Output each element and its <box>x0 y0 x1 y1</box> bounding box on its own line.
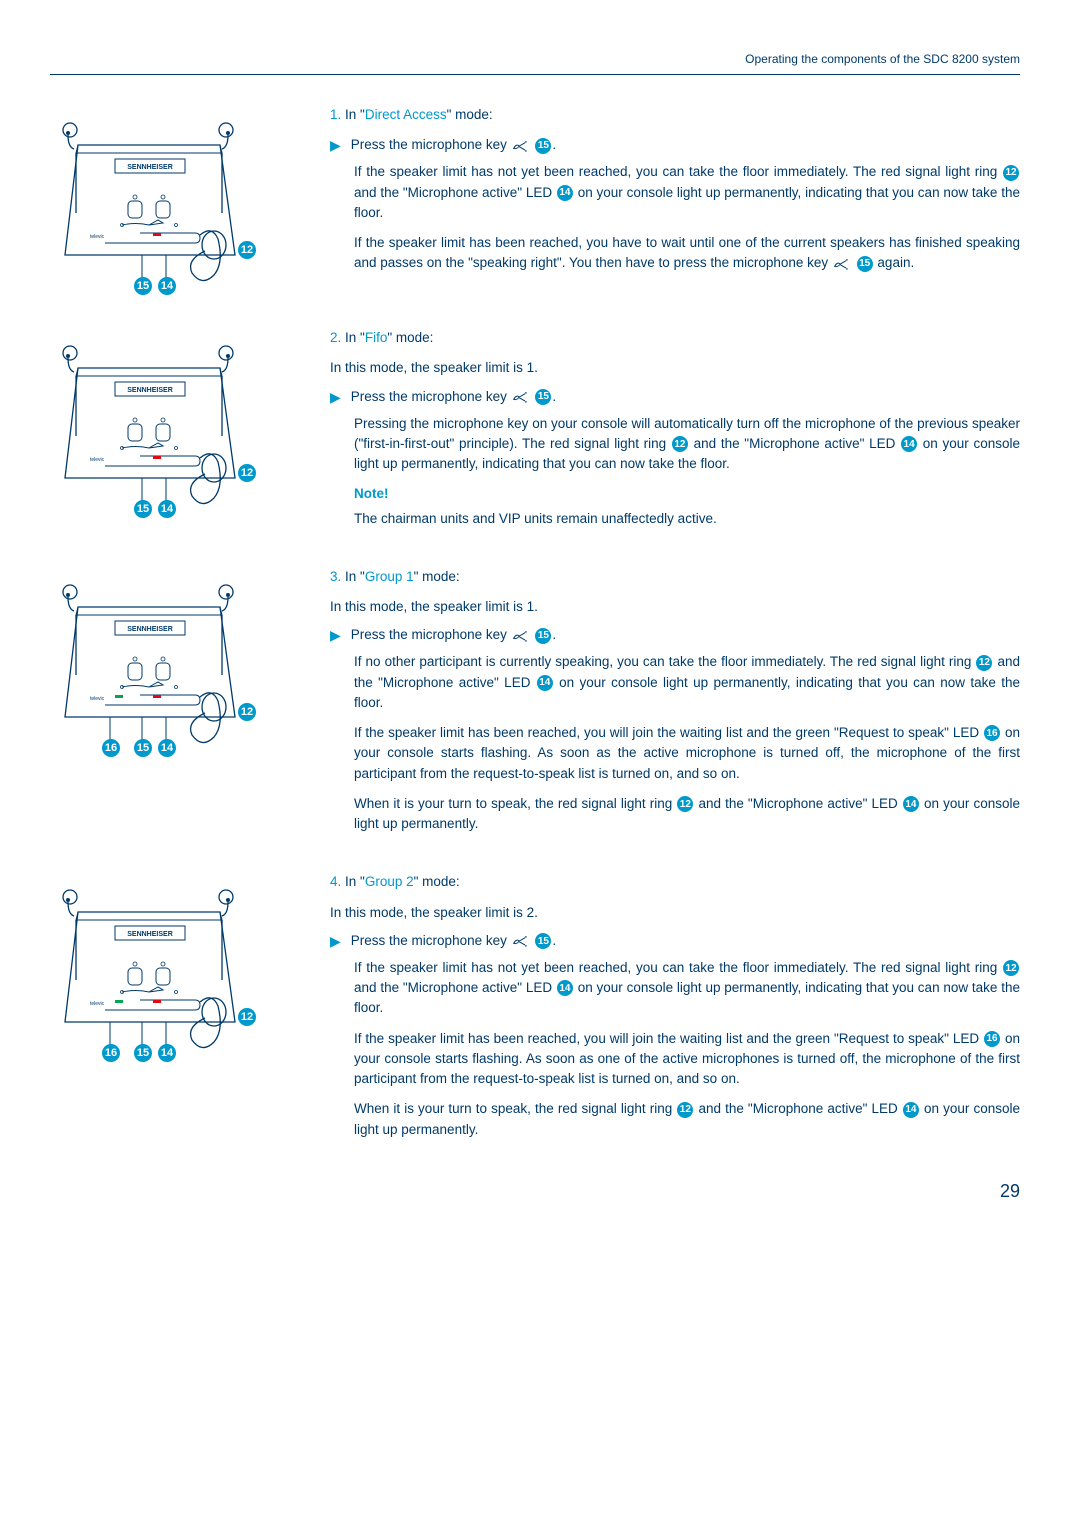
mode-heading: 1. In "Direct Access" mode: <box>330 105 1020 125</box>
svg-text:televic: televic <box>90 696 105 702</box>
intro-text: In this mode, the speaker limit is 1. <box>330 597 1020 617</box>
callout-14: 14 <box>158 739 176 757</box>
ref-14: 14 <box>901 436 917 452</box>
ref-12: 12 <box>1003 960 1019 976</box>
paragraph: When it is your turn to speak, the red s… <box>354 794 1020 835</box>
callout-12: 12 <box>238 241 256 259</box>
callout-15: 15 <box>134 277 152 295</box>
svg-text:televic: televic <box>90 457 105 463</box>
triangle-bullet: ▶ <box>330 135 341 156</box>
page-number: 29 <box>50 1178 1020 1205</box>
paragraph: If the speaker limit has been reached, y… <box>354 1029 1020 1090</box>
ref-16: 16 <box>984 1031 1000 1047</box>
console-diagram: SENNHEISER televic 12 14 15 <box>50 105 280 300</box>
callout-16: 16 <box>102 739 120 757</box>
note-body: The chairman units and VIP units remain … <box>354 509 1020 529</box>
svg-text:SENNHEISER: SENNHEISER <box>127 164 173 171</box>
ref-12: 12 <box>672 436 688 452</box>
ref-14: 14 <box>537 675 553 691</box>
page-header: Operating the components of the SDC 8200… <box>50 50 1020 75</box>
paragraph: Pressing the microphone key on your cons… <box>354 414 1020 475</box>
svg-text:SENNHEISER: SENNHEISER <box>127 626 173 633</box>
callout-12: 12 <box>238 464 256 482</box>
callout-14: 14 <box>158 277 176 295</box>
press-instruction: ▶Press the microphone key 15. <box>330 135 1020 156</box>
paragraph: If the speaker limit has not yet been re… <box>354 958 1020 1019</box>
ref-14: 14 <box>557 185 573 201</box>
paragraph: If the speaker limit has been reached, y… <box>354 723 1020 784</box>
press-instruction: ▶Press the microphone key 15. <box>330 625 1020 646</box>
svg-text:SENNHEISER: SENNHEISER <box>127 931 173 938</box>
ref-14: 14 <box>903 1102 919 1118</box>
console-diagram: SENNHEISER televic 12141516 <box>50 872 280 1067</box>
callout-12: 12 <box>238 703 256 721</box>
ref-12: 12 <box>677 1102 693 1118</box>
ref-14: 14 <box>903 796 919 812</box>
svg-text:televic: televic <box>90 1001 105 1007</box>
ref-12: 12 <box>976 655 992 671</box>
ref-16: 16 <box>984 725 1000 741</box>
press-instruction: ▶Press the microphone key 15. <box>330 931 1020 952</box>
callout-15: 15 <box>134 500 152 518</box>
ref-15: 15 <box>535 138 551 154</box>
intro-text: In this mode, the speaker limit is 2. <box>330 903 1020 923</box>
console-diagram: SENNHEISER televic 12 14 15 <box>50 328 280 523</box>
svg-text:SENNHEISER: SENNHEISER <box>127 387 173 394</box>
mode-heading: 4. In "Group 2" mode: <box>330 872 1020 892</box>
ref-15: 15 <box>535 933 551 949</box>
svg-text:televic: televic <box>90 234 105 240</box>
ref-15: 15 <box>535 628 551 644</box>
callout-14: 14 <box>158 500 176 518</box>
ref-14: 14 <box>557 980 573 996</box>
callout-15: 15 <box>134 739 152 757</box>
ref-12: 12 <box>677 796 693 812</box>
triangle-bullet: ▶ <box>330 625 341 646</box>
paragraph: If the speaker limit has not yet been re… <box>354 162 1020 223</box>
console-diagram: SENNHEISER televic 12 14 15 16 <box>50 567 280 762</box>
triangle-bullet: ▶ <box>330 931 341 952</box>
press-instruction: ▶Press the microphone key 15. <box>330 387 1020 408</box>
paragraph: If no other participant is currently spe… <box>354 652 1020 713</box>
triangle-bullet: ▶ <box>330 387 341 408</box>
paragraph: When it is your turn to speak, the red s… <box>354 1099 1020 1140</box>
mode-heading: 2. In "Fifo" mode: <box>330 328 1020 348</box>
note-heading: Note! <box>354 484 1020 504</box>
mode-heading: 3. In "Group 1" mode: <box>330 567 1020 587</box>
ref-12: 12 <box>1003 165 1019 181</box>
paragraph: If the speaker limit has been reached, y… <box>354 233 1020 274</box>
ref-15: 15 <box>857 256 873 272</box>
ref-15: 15 <box>535 389 551 405</box>
intro-text: In this mode, the speaker limit is 1. <box>330 358 1020 378</box>
